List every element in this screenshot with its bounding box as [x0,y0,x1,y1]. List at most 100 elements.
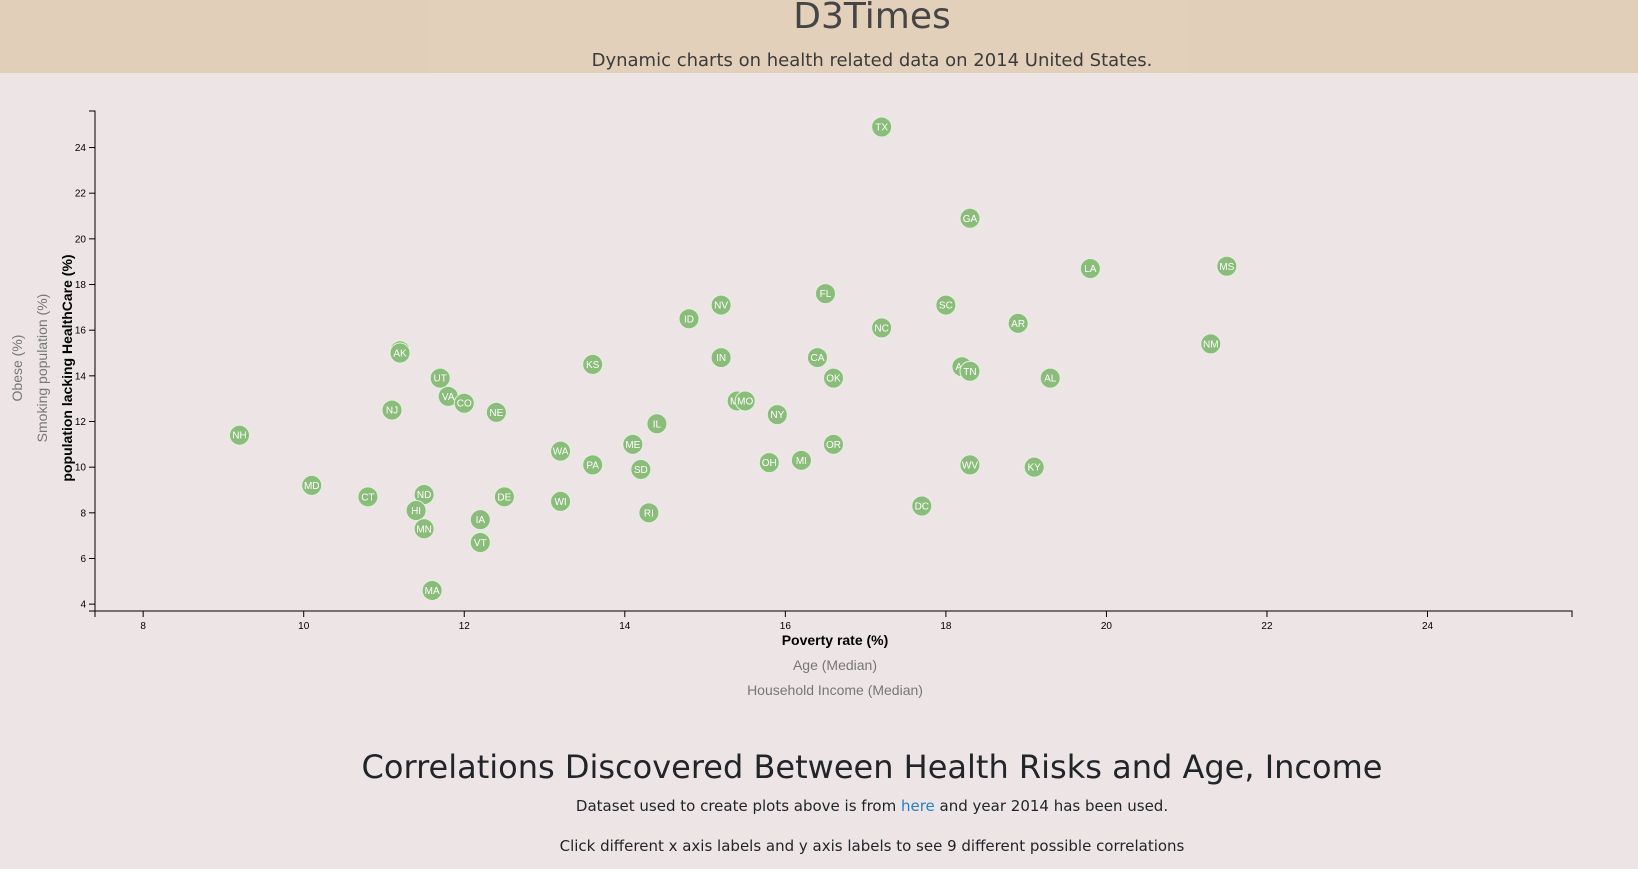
state-circle[interactable] [381,399,403,421]
state-point-wa[interactable]: WA [550,440,572,462]
state-point-il[interactable]: IL [646,413,668,435]
state-point-fl[interactable]: FL [814,283,836,305]
state-circle[interactable] [646,413,668,435]
state-circle[interactable] [823,433,844,455]
x-axis-option-1[interactable]: Poverty rate (%) [782,632,889,648]
state-point-ok[interactable]: OK [823,367,844,389]
state-point-ny[interactable]: NY [766,404,788,426]
state-circle[interactable] [630,458,652,480]
state-circle[interactable] [429,367,451,389]
state-point-ia[interactable]: IA [469,509,491,531]
state-point-nj[interactable]: NJ [381,399,403,421]
state-point-ri[interactable]: RI [638,502,660,524]
state-point-me[interactable]: ME [622,433,644,455]
state-point-md[interactable]: MD [301,474,323,496]
state-circle[interactable] [453,392,475,414]
state-circle[interactable] [710,294,732,316]
state-circle[interactable] [710,347,732,369]
dataset-link[interactable]: here [900,797,935,815]
state-point-oh[interactable]: OH [758,452,780,474]
state-point-mi[interactable]: MI [790,449,812,471]
state-circle[interactable] [582,454,604,476]
state-point-ca[interactable]: CA [806,347,828,369]
x-axis-option-3[interactable]: Household Income (Median) [747,682,923,698]
state-circle[interactable] [622,433,644,455]
y-axis-option-1[interactable]: population lacking HealthCare (%) [59,254,75,481]
state-circle[interactable] [582,353,604,375]
state-circle[interactable] [357,486,379,508]
state-circle[interactable] [959,360,981,382]
state-point-in[interactable]: IN [710,347,732,369]
state-point-ct[interactable]: CT [357,486,379,508]
state-circle[interactable] [1200,333,1222,355]
state-circle[interactable] [1007,312,1029,334]
state-point-nh[interactable]: NH [228,424,250,446]
state-point-vt[interactable]: VT [469,532,491,554]
state-circle[interactable] [1079,258,1101,280]
state-circle[interactable] [301,474,323,496]
state-point-tx[interactable]: TX [871,116,893,138]
state-point-al[interactable]: AL [1039,367,1061,389]
state-circle[interactable] [413,518,435,540]
state-circle[interactable] [1039,367,1061,389]
state-point-mn[interactable]: MN [413,518,435,540]
state-circle[interactable] [790,449,812,471]
state-circle[interactable] [485,401,507,423]
state-point-la[interactable]: LA [1079,258,1101,280]
state-point-id[interactable]: ID [678,308,700,330]
x-axis-option-2[interactable]: Age (Median) [793,657,877,673]
state-circle[interactable] [421,579,443,601]
state-point-ga[interactable]: GA [959,207,981,229]
state-circle[interactable] [871,317,893,339]
state-point-sd[interactable]: SD [630,458,652,480]
state-point-nv[interactable]: NV [710,294,732,316]
state-circle[interactable] [469,532,491,554]
state-point-sc[interactable]: SC [935,294,957,316]
state-point-hi[interactable]: HI [405,500,427,522]
state-point-ma[interactable]: MA [421,579,443,601]
state-point-nm[interactable]: NM [1200,333,1222,355]
state-point-ne[interactable]: NE [485,401,507,423]
state-point-nc[interactable]: NC [871,317,893,339]
state-point-dc[interactable]: DC [911,495,933,517]
state-circle[interactable] [959,207,981,229]
state-circle[interactable] [228,424,250,446]
state-point-ms[interactable]: MS [1216,255,1238,277]
state-point-ks[interactable]: KS [582,353,604,375]
state-point-ak[interactable]: AK [389,342,411,364]
state-point-ar[interactable]: AR [1007,312,1029,334]
state-point-nd[interactable]: ND [413,484,435,506]
state-circle[interactable] [959,454,981,476]
state-circle[interactable] [814,283,836,305]
state-circle[interactable] [1216,255,1238,277]
state-point-wi[interactable]: WI [550,490,572,512]
state-circle[interactable] [638,502,660,524]
state-circle[interactable] [1023,456,1045,478]
y-axis-option-2[interactable]: Smoking population (%) [34,294,50,443]
state-circle[interactable] [550,490,572,512]
state-point-tn[interactable]: TN [959,360,981,382]
state-circle[interactable] [678,308,700,330]
state-circle[interactable] [823,367,844,389]
y-axis-option-3[interactable]: Obese (%) [9,335,25,402]
state-circle[interactable] [405,500,427,522]
state-point-or[interactable]: OR [823,433,844,455]
state-point-ut[interactable]: UT [429,367,451,389]
state-circle[interactable] [389,342,411,364]
state-circle[interactable] [935,294,957,316]
state-circle[interactable] [469,509,491,531]
state-point-pa[interactable]: PA [582,454,604,476]
state-circle[interactable] [806,347,828,369]
state-circle[interactable] [871,116,893,138]
state-circle[interactable] [550,440,572,462]
state-point-wv[interactable]: WV [959,454,981,476]
state-circle[interactable] [493,486,515,508]
state-circle[interactable] [766,404,788,426]
state-circle[interactable] [911,495,933,517]
state-point-ky[interactable]: KY [1023,456,1045,478]
state-point-mo[interactable]: MO [734,390,756,412]
state-circle[interactable] [734,390,756,412]
state-circle[interactable] [758,452,780,474]
state-point-co[interactable]: CO [453,392,475,414]
state-point-de[interactable]: DE [493,486,515,508]
